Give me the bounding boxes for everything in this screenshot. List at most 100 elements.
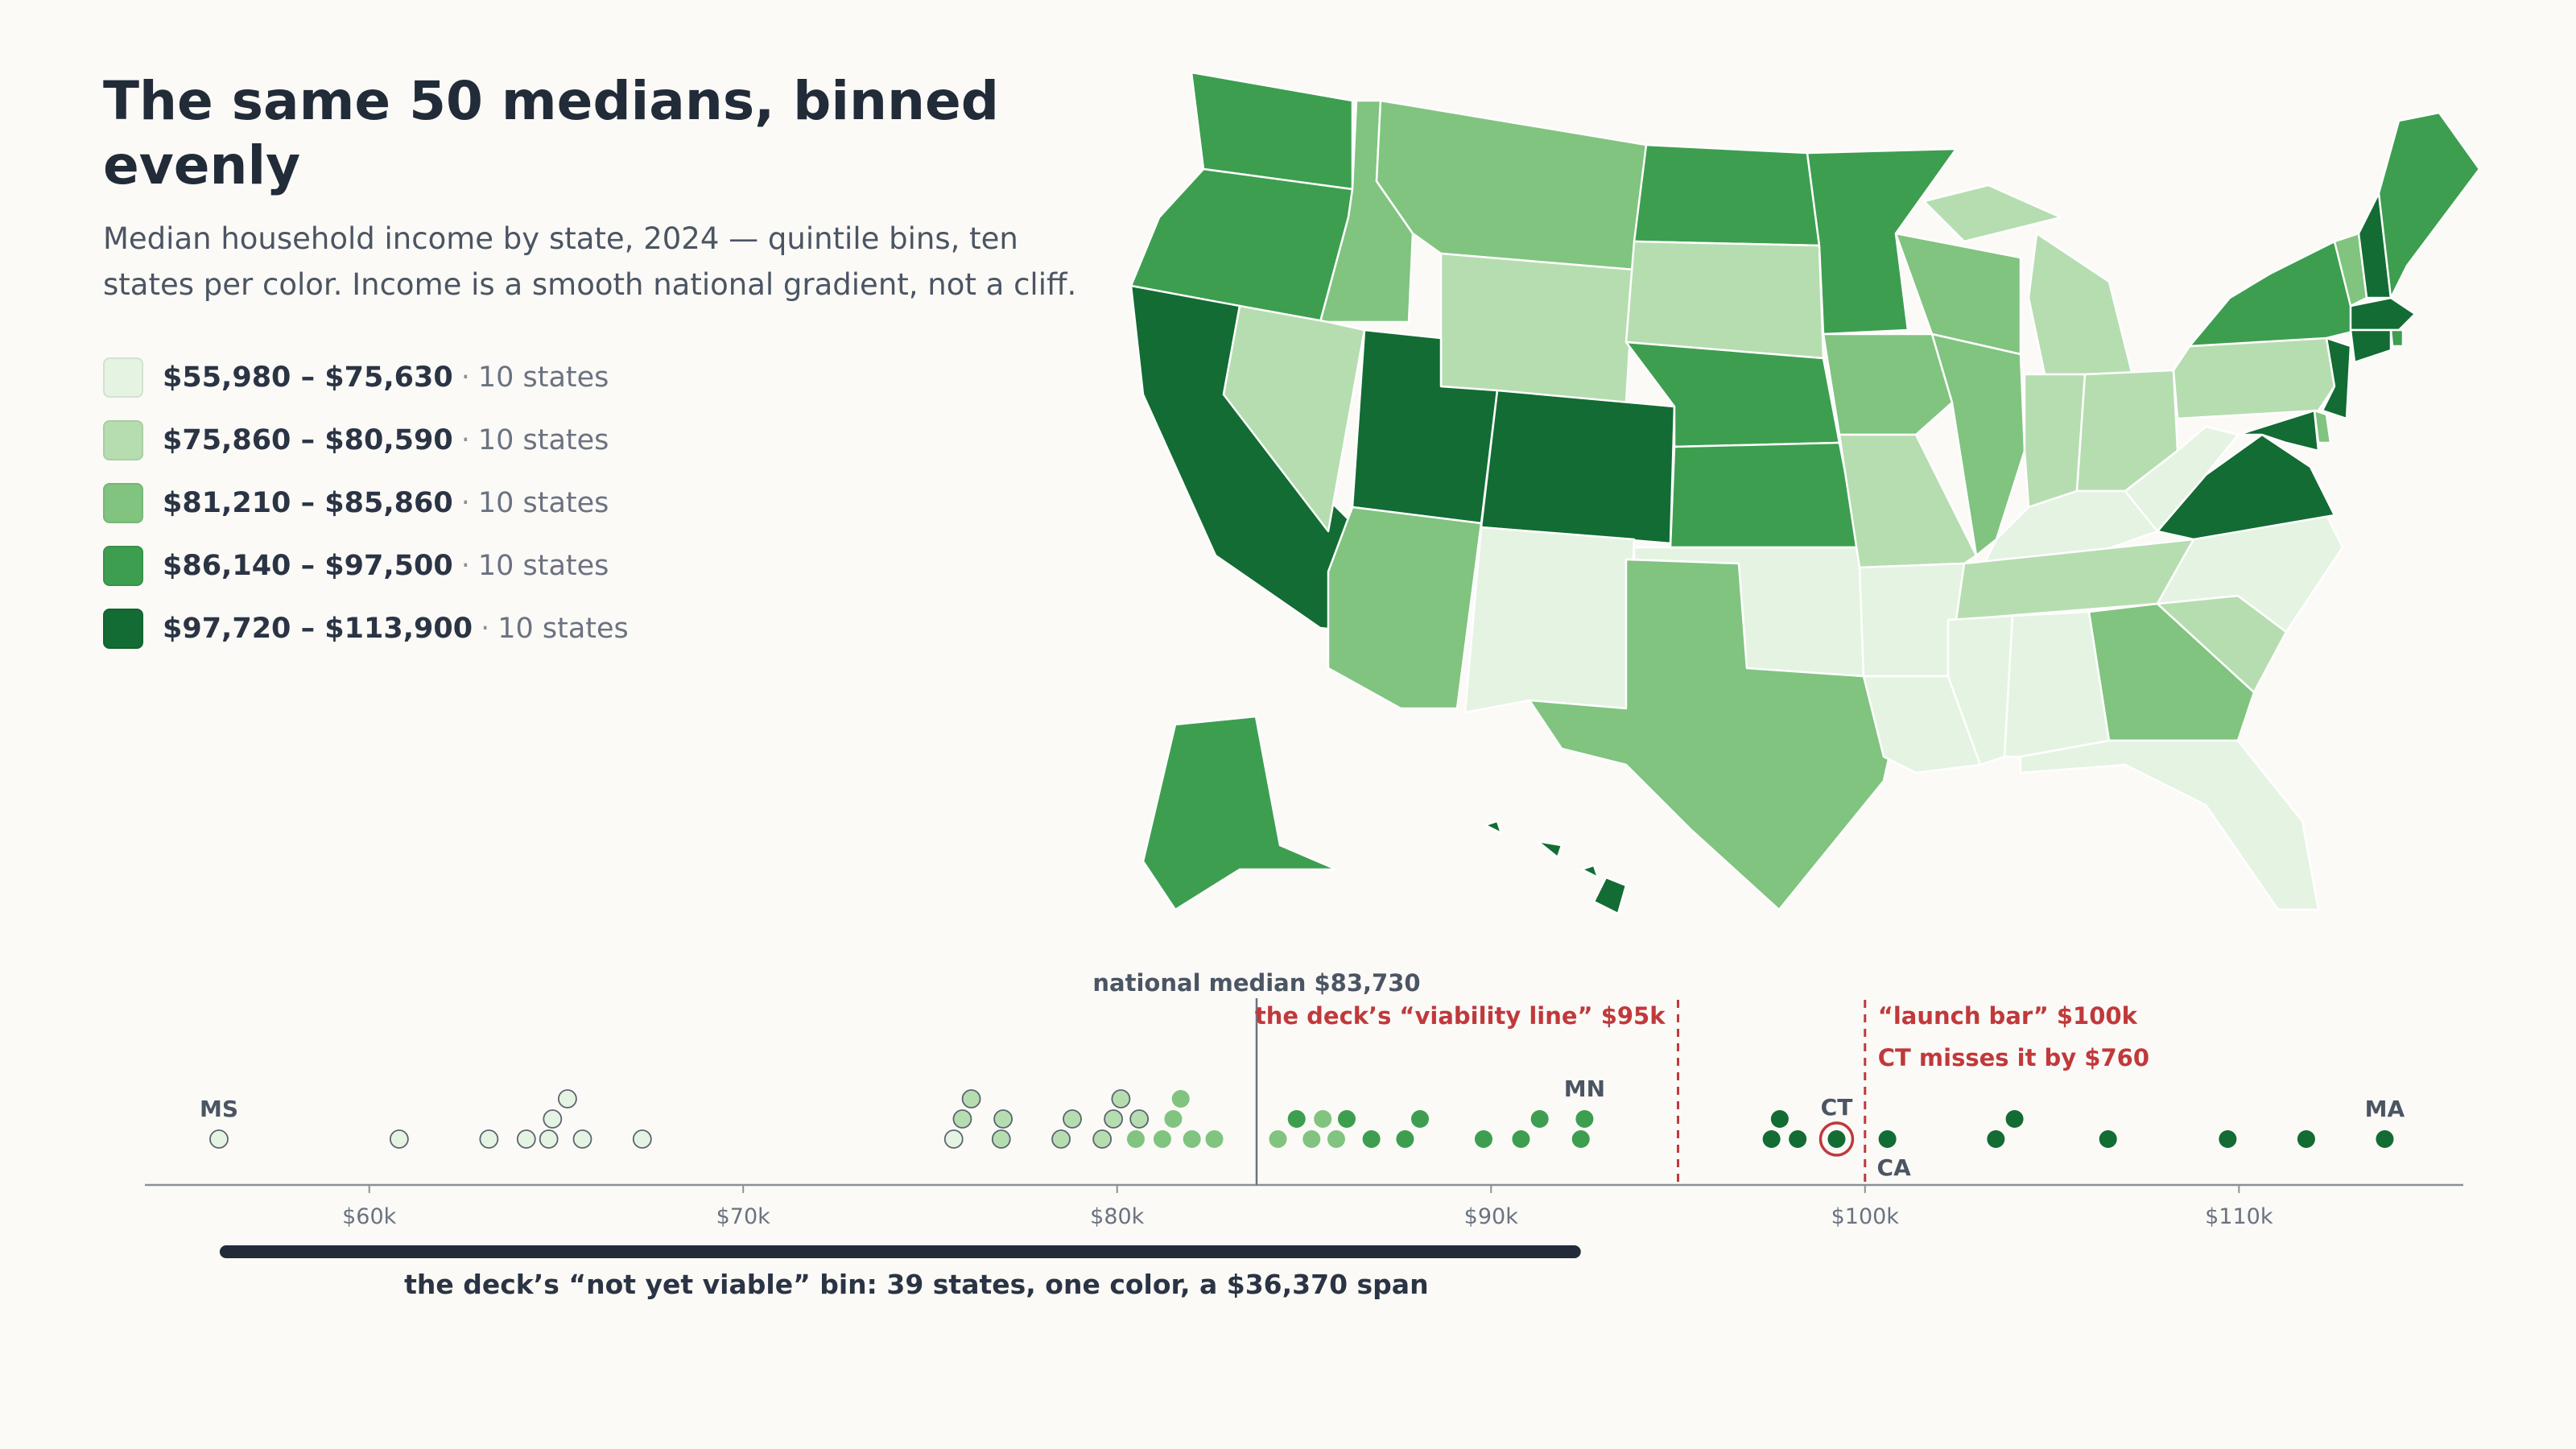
state-AK[interactable] — [1141, 715, 1338, 911]
state-label: MA — [2365, 1096, 2405, 1122]
state-HI[interactable] — [1484, 819, 1628, 915]
income-dot-strip: $60k $70k $80k $90k $100k $110k national medi… — [145, 969, 2463, 1300]
legend-count: 10 states — [477, 361, 609, 394]
state-MN[interactable] — [1806, 147, 1958, 336]
state-labels: MS MN CT CA MA — [200, 1075, 2405, 1181]
state-dot — [1171, 1090, 1190, 1108]
state-WY[interactable] — [1439, 252, 1636, 404]
state-dot — [1092, 1129, 1113, 1149]
state-ME[interactable] — [2377, 111, 2481, 299]
legend-count: 10 states — [477, 550, 609, 582]
legend: $55,980 – $75,630 · 10 states $75,860 – … — [103, 346, 629, 660]
legend-count: 10 states — [477, 424, 609, 456]
state-dot — [1314, 1110, 1332, 1128]
legend-range: $75,860 – $80,590 — [163, 424, 453, 456]
state-GA[interactable] — [2087, 602, 2256, 742]
x-tick-label: $70k — [716, 1204, 771, 1229]
state-NJ[interactable] — [2321, 336, 2352, 420]
state-NY[interactable] — [2188, 240, 2360, 348]
legend-swatch — [103, 609, 143, 649]
state-dot — [1183, 1130, 1201, 1148]
legend-count: 10 states — [497, 613, 629, 645]
state-MO[interactable] — [1838, 433, 1978, 569]
state-dot — [952, 1109, 972, 1129]
state-FL[interactable] — [2019, 739, 2320, 911]
state-CO[interactable] — [1480, 389, 1676, 545]
state-label: CA — [1877, 1154, 1912, 1181]
state-CT[interactable] — [2349, 328, 2392, 364]
viability-line-label: the deck’s “viability line” $95k — [1255, 1002, 1666, 1030]
state-MD[interactable] — [2236, 409, 2320, 452]
state-dot — [479, 1129, 499, 1149]
legend-separator: · — [460, 361, 470, 394]
state-dot — [632, 1129, 652, 1149]
legend-swatch — [103, 483, 143, 523]
reference-lines: national median $83,730 the deck’s “viabi… — [1092, 969, 2149, 1185]
state-dot — [1987, 1130, 2005, 1148]
page-title: The same 50 medians, binned evenly — [103, 70, 1000, 196]
legend-count: 10 states — [477, 487, 609, 519]
state-MS[interactable] — [1946, 614, 2014, 766]
national-median-label: national median $83,730 — [1092, 969, 1420, 997]
state-NM[interactable] — [1463, 526, 1636, 714]
state-dot — [209, 1129, 229, 1149]
state-IA[interactable] — [1822, 332, 1954, 436]
state-dot — [1051, 1129, 1071, 1149]
state-dot — [993, 1109, 1013, 1129]
state-dot — [2376, 1130, 2394, 1148]
state-PA[interactable] — [2172, 336, 2336, 420]
span-bar — [219, 1245, 1581, 1258]
state-dot — [1878, 1130, 1897, 1148]
legend-item: $86,140 – $97,500 · 10 states — [103, 535, 629, 597]
state-dot — [1571, 1130, 1590, 1148]
state-dot — [1411, 1110, 1429, 1128]
legend-swatch — [103, 357, 143, 398]
legend-separator: · — [460, 487, 470, 519]
state-dot — [543, 1109, 563, 1129]
state-MT[interactable] — [1375, 99, 1648, 271]
state-dot — [1474, 1130, 1492, 1148]
state-dots — [209, 1089, 2394, 1157]
state-NV[interactable] — [1222, 304, 1366, 533]
legend-range: $81,210 – $85,860 — [163, 487, 453, 519]
state-TX[interactable] — [1528, 558, 1901, 911]
legend-range: $86,140 – $97,500 — [163, 550, 453, 582]
highlight-ring — [1818, 1121, 1855, 1157]
state-dot — [943, 1129, 964, 1149]
legend-range: $55,980 – $75,630 — [163, 361, 453, 394]
state-dot — [572, 1129, 592, 1149]
x-axis-ticks: $60k $70k $80k $90k $100k $110k — [342, 1185, 2273, 1229]
state-dot — [2219, 1130, 2237, 1148]
state-AZ[interactable] — [1327, 506, 1483, 710]
state-RI[interactable] — [2389, 328, 2405, 348]
state-dot — [1287, 1110, 1306, 1128]
state-ND[interactable] — [1633, 143, 1821, 247]
state-IN[interactable] — [2023, 373, 2087, 509]
state-label: MN — [1564, 1075, 1605, 1102]
state-KS[interactable] — [1669, 441, 1861, 549]
state-dot — [1512, 1130, 1530, 1148]
ct-miss-note: CT misses it by $760 — [1878, 1044, 2149, 1071]
state-dot — [1153, 1130, 1171, 1148]
state-dot — [1362, 1130, 1381, 1148]
state-LA[interactable] — [1862, 675, 1982, 774]
choropleth-map — [1129, 71, 2481, 915]
state-dot — [2099, 1130, 2117, 1148]
state-dot — [539, 1129, 559, 1149]
span-bar-label: the deck’s “not yet viable” bin: 39 stat… — [404, 1269, 1428, 1300]
state-dot — [1269, 1130, 1287, 1148]
state-dot — [1827, 1130, 1846, 1148]
state-label: CT — [1821, 1094, 1853, 1121]
state-SD[interactable] — [1624, 240, 1825, 360]
state-MA[interactable] — [2349, 296, 2417, 332]
state-dot — [516, 1129, 536, 1149]
state-label: MS — [200, 1096, 238, 1122]
state-dot — [558, 1089, 577, 1108]
state-dot — [1063, 1109, 1082, 1129]
legend-item: $97,720 – $113,900 · 10 states — [103, 597, 629, 660]
state-dot — [1762, 1130, 1781, 1148]
state-dot — [1530, 1110, 1549, 1128]
legend-separator: · — [481, 613, 490, 645]
x-tick-label: $90k — [1464, 1204, 1519, 1229]
state-dot — [961, 1089, 981, 1108]
